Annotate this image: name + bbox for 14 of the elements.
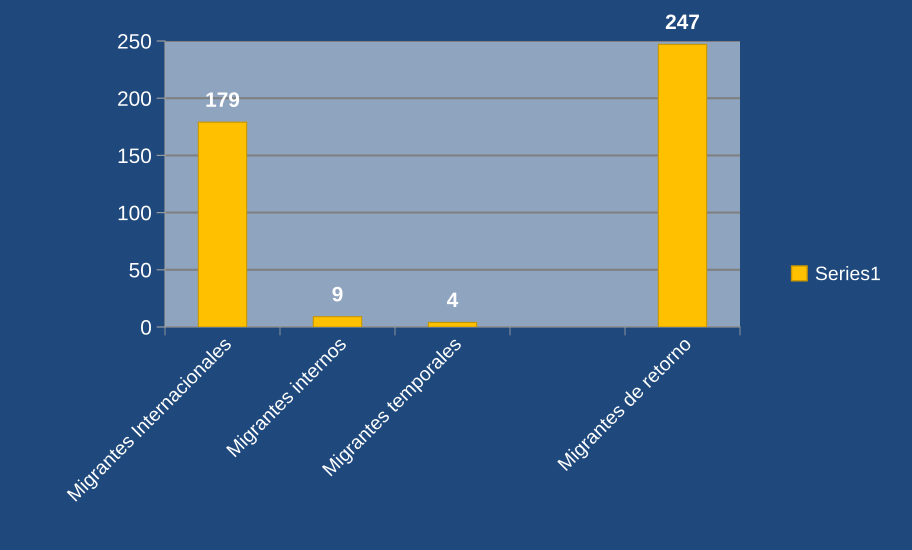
y-tick-label: 50 [129, 262, 151, 278]
bar [658, 44, 708, 327]
y-tick-label: 250 [118, 34, 151, 49]
y-tick-label: 150 [118, 148, 151, 164]
data-label: 4 [447, 292, 458, 307]
bar [428, 322, 478, 327]
y-tick-label: 100 [118, 206, 151, 220]
bar [198, 122, 248, 327]
y-tick-label: 200 [118, 91, 151, 106]
legend-label: Series1 [816, 266, 880, 280]
bar [312, 316, 362, 327]
y-tick-label: 0 [141, 320, 151, 335]
data-label: 247 [666, 14, 699, 29]
data-label: 9 [332, 286, 343, 302]
